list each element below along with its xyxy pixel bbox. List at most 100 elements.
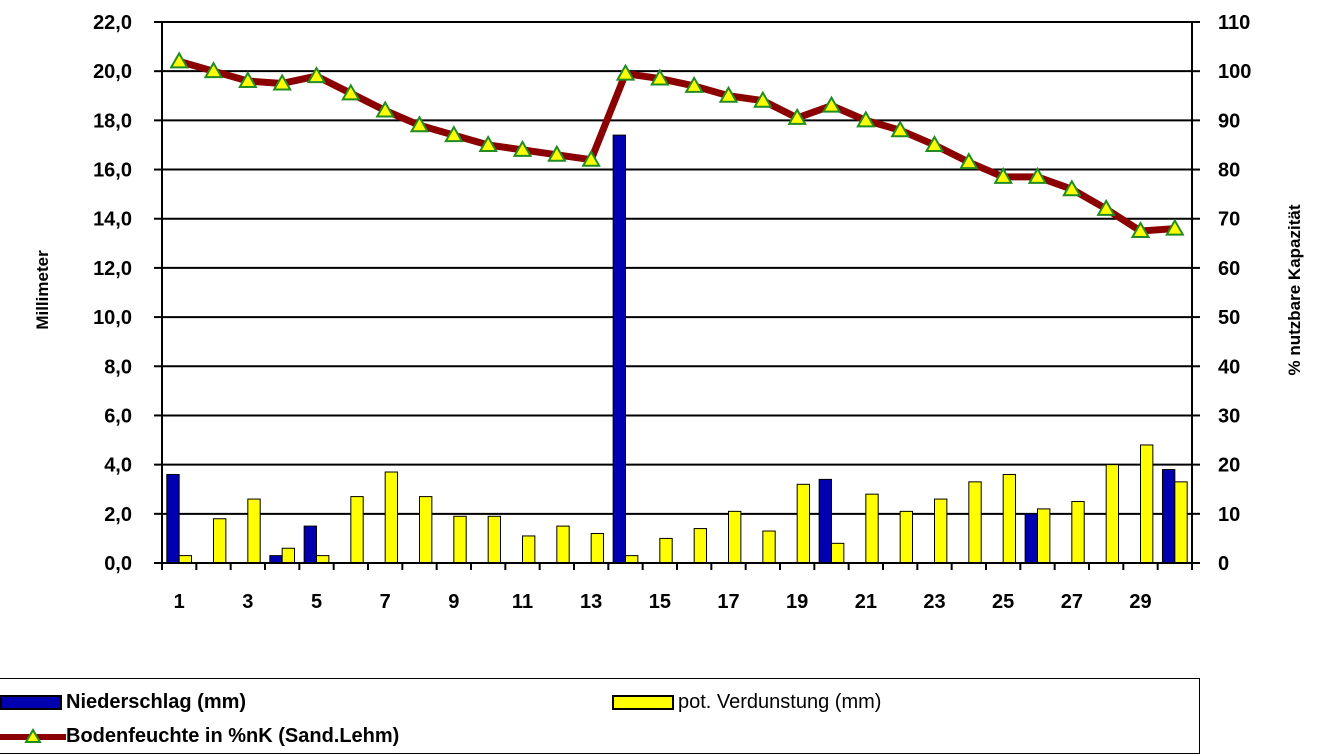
marker-bodenfeuchte <box>547 144 567 162</box>
bar-niederschlag <box>303 525 318 564</box>
bar-verdunstung <box>762 530 776 564</box>
marker-bodenfeuchte <box>1130 221 1151 239</box>
bar-verdunstung <box>247 498 261 564</box>
x-tick-label: 11 <box>512 591 533 613</box>
marker-bodenfeuchte <box>924 134 945 152</box>
y2-tick-label: 50 <box>1218 307 1240 329</box>
bar-niederschlag <box>269 555 283 564</box>
bar-verdunstung <box>487 515 502 564</box>
marker-bodenfeuchte <box>306 66 327 84</box>
x-tick-label: 7 <box>380 591 391 613</box>
legend-swatch-precipitation <box>0 695 62 710</box>
y2-tick-label: 90 <box>1218 110 1240 132</box>
x-tick-label: 1 <box>174 591 185 613</box>
y-tick-label: 6,0 <box>104 405 132 427</box>
marker-bodenfeuchte <box>959 152 979 170</box>
y-tick-label: 16,0 <box>93 160 132 182</box>
bar-verdunstung <box>213 518 227 564</box>
legend: Niederschlag (mm) pot. Verdunstung (mm) … <box>0 678 1200 754</box>
legend-label-soil-moisture: Bodenfeuchte in %nK (Sand.Lehm) <box>66 725 400 747</box>
x-tick-label: 23 <box>923 591 945 613</box>
y-tick-label: 14,0 <box>93 209 132 231</box>
y-tick-label: 18,0 <box>93 110 132 132</box>
bar-niederschlag <box>818 478 833 564</box>
marker-bodenfeuchte <box>856 110 876 128</box>
marker-bodenfeuchte <box>375 100 395 118</box>
y-tick-label: 20,0 <box>93 61 132 83</box>
x-tick-label: 3 <box>242 591 253 613</box>
marker-bodenfeuchte <box>512 139 533 157</box>
bar-verdunstung <box>316 555 330 564</box>
bar-verdunstung <box>419 496 433 564</box>
bar-verdunstung <box>453 515 467 564</box>
bar-niederschlag <box>612 134 627 564</box>
y-tick-label: 12,0 <box>93 258 132 280</box>
bar-verdunstung <box>934 498 948 564</box>
marker-bodenfeuchte <box>993 166 1013 184</box>
y-tick-label: 4,0 <box>104 455 132 477</box>
y2-tick-label: 80 <box>1218 160 1240 182</box>
x-tick-label: 17 <box>717 591 739 613</box>
bar-verdunstung <box>1002 473 1017 564</box>
bar-verdunstung <box>968 481 982 564</box>
marker-bodenfeuchte <box>753 90 773 108</box>
legend-swatch-evaporation <box>612 695 674 710</box>
marker-bodenfeuchte <box>581 149 601 167</box>
marker-bodenfeuchte <box>203 61 224 79</box>
y-tick-label: 10,0 <box>93 307 132 329</box>
y-axis-ticks: 0,0 2,0 4,0 6,0 8,0 10,0 12,0 14,0 16,0 18,0 20,0 2… <box>93 12 162 575</box>
y2-tick-label: 100 <box>1218 61 1251 83</box>
bar-verdunstung <box>625 555 639 564</box>
x-tick-label: 9 <box>448 591 459 613</box>
marker-bodenfeuchte <box>1027 166 1048 184</box>
marker-bodenfeuchte <box>238 71 258 89</box>
legend-item-soil-moisture: Bodenfeuchte in %nK (Sand.Lehm) <box>0 725 399 748</box>
marker-bodenfeuchte <box>684 75 704 93</box>
bar-verdunstung <box>1174 481 1188 564</box>
y2-axis-ticks: 0 10 20 30 40 50 60 70 80 90 100 110 <box>1192 12 1251 575</box>
x-tick-label: 15 <box>649 591 671 613</box>
y2-tick-label: 30 <box>1218 405 1240 427</box>
moisture-line <box>169 51 1185 239</box>
bar-verdunstung <box>899 510 914 564</box>
y-tick-label: 0,0 <box>104 553 132 575</box>
marker-bodenfeuchte <box>718 85 739 103</box>
bar-niederschlag <box>166 473 180 564</box>
marker-bodenfeuchte <box>341 83 361 101</box>
gridlines <box>162 21 1192 564</box>
y2-axis-title: % nutzbare Kapazität <box>1285 204 1304 375</box>
marker-bodenfeuchte <box>478 134 498 152</box>
legend-item-precipitation: Niederschlag (mm) <box>0 691 246 714</box>
y-axis-title: Millimeter <box>33 250 52 330</box>
y-tick-label: 8,0 <box>104 356 132 378</box>
marker-bodenfeuchte <box>1165 218 1185 236</box>
legend-item-evaporation: pot. Verdunstung (mm) <box>612 691 881 714</box>
y2-tick-label: 10 <box>1218 504 1240 526</box>
marker-bodenfeuchte <box>615 63 636 81</box>
bars <box>166 134 1188 564</box>
bar-niederschlag <box>1024 513 1039 564</box>
x-tick-label: 25 <box>992 591 1014 613</box>
bar-verdunstung <box>865 493 879 564</box>
x-tick-label: 19 <box>786 591 808 613</box>
x-tick-label: 27 <box>1061 591 1083 613</box>
bar-verdunstung <box>1140 444 1154 564</box>
x-tick-label: 5 <box>311 591 322 613</box>
bar-verdunstung <box>693 528 708 564</box>
bar-verdunstung <box>659 537 673 564</box>
marker-bodenfeuchte <box>169 51 189 69</box>
bar-verdunstung <box>281 547 296 564</box>
bar-verdunstung <box>831 542 845 564</box>
line-bodenfeuchte <box>178 57 1176 235</box>
x-axis-ticks: 1 3 5 7 9 11 13 15 17 19 21 23 25 27 29 <box>161 563 1193 613</box>
bar-niederschlag <box>1161 469 1176 564</box>
y-tick-label: 2,0 <box>104 504 132 526</box>
bar-verdunstung <box>522 535 536 564</box>
y2-tick-label: 60 <box>1218 258 1240 280</box>
marker-bodenfeuchte <box>821 95 842 113</box>
bar-verdunstung <box>384 471 399 564</box>
marker-bodenfeuchte <box>1062 179 1082 197</box>
marker-bodenfeuchte <box>272 73 292 91</box>
bar-verdunstung <box>796 483 811 564</box>
marker-bodenfeuchte <box>444 125 464 143</box>
